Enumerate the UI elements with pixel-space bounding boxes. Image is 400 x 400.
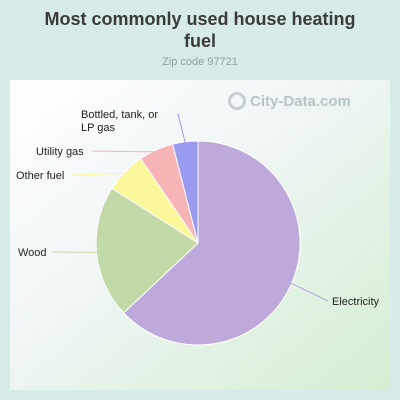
watermark-text: City-Data.com: [250, 92, 351, 110]
chart-subtitle: Zip code 97721: [162, 56, 238, 68]
leader-lines: [51, 113, 329, 302]
leader-line: [71, 172, 127, 176]
slice-label: Bottled, tank, or LP gas: [81, 109, 158, 134]
slice-labels: Electricity Wood Other fuel Utility gas Bott…: [16, 109, 380, 308]
slice-label: Electricity: [332, 296, 380, 308]
slice-label: Utility gas: [36, 146, 84, 158]
pie-slices: [95, 140, 301, 346]
leader-line: [91, 150, 157, 153]
leader-line: [289, 282, 329, 302]
leader-line: [177, 113, 186, 144]
slice-label: Other fuel: [16, 170, 64, 182]
magnifier-icon: [228, 92, 246, 110]
watermark: City-Data.com: [228, 92, 351, 110]
slice-label: Wood: [18, 247, 47, 259]
chart-title: Most commonly used house heating fuel: [44, 9, 356, 51]
